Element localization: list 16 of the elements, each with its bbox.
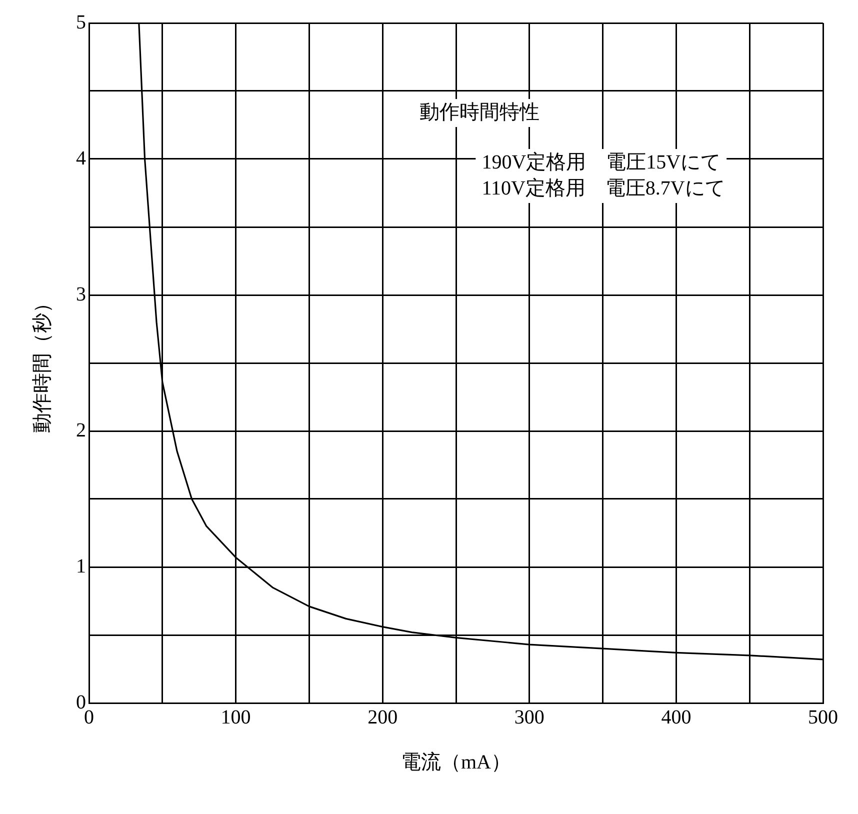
- y-tick-label: 0: [76, 691, 86, 714]
- annotation: 110V定格用 電圧8.7Vにて: [482, 177, 725, 200]
- x-tick-label: 400: [661, 706, 692, 728]
- x-axis-title: 電流（mA）: [401, 751, 511, 774]
- x-tick-label: 100: [220, 706, 251, 728]
- y-tick-label: 2: [76, 419, 86, 442]
- y-axis-title: 動作時間（秒）: [31, 293, 54, 433]
- x-tick-label: 200: [368, 706, 398, 728]
- annotation: 190V定格用 電圧15Vにて: [482, 151, 721, 174]
- x-tick-label: 500: [808, 706, 838, 728]
- y-tick-label: 3: [76, 283, 86, 306]
- y-tick-label: 1: [76, 555, 86, 578]
- y-tick-label: 5: [76, 11, 86, 34]
- x-tick-label: 300: [514, 706, 544, 728]
- y-tick-label: 4: [76, 147, 86, 170]
- text: 動作時間特性: [419, 101, 540, 124]
